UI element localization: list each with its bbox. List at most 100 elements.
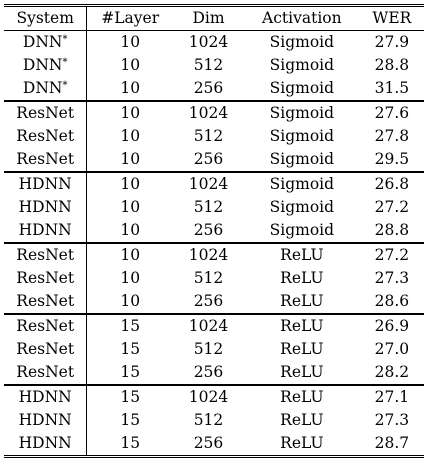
cell-system: HDNN — [4, 432, 88, 457]
cell-wer: 27.9 — [374, 33, 410, 51]
cell-system: DNN* — [4, 30, 88, 54]
system-name: ResNet — [16, 269, 75, 287]
system-name: ResNet — [16, 104, 75, 122]
cell-system: HDNN — [4, 219, 88, 243]
system-name: HDNN — [18, 221, 72, 239]
header-system: System — [4, 5, 88, 31]
cell-system: HDNN — [4, 171, 88, 196]
system-name: ResNet — [16, 150, 75, 168]
cell-activation: ReLU — [243, 313, 360, 338]
system-name: HDNN — [18, 175, 72, 193]
table-row: HDNN 15 1024 ReLU 27.1 — [4, 384, 424, 409]
table-row: DNN* 10 256 Sigmoid 31.5 — [4, 77, 424, 101]
cell-wer: 27.0 — [374, 340, 410, 358]
cell-system: DNN* — [4, 54, 88, 77]
cell-system: ResNet — [4, 125, 88, 148]
cell-layer: 15 — [86, 313, 174, 338]
results-table-container: System #Layer Dim Activation WER DNN* 10 1… — [4, 4, 424, 458]
cell-dim: 1024 — [173, 384, 244, 409]
cell-activation: ReLU — [280, 363, 324, 381]
cell-wer: 27.2 — [359, 242, 424, 267]
cell-activation: ReLU — [280, 269, 324, 287]
cell-dim: 512 — [193, 269, 224, 287]
cell-layer: 10 — [120, 198, 141, 216]
cell-layer: 15 — [86, 384, 174, 409]
cell-layer: 15 — [120, 363, 141, 381]
cell-activation: ReLU — [243, 384, 360, 409]
cell-layer: 10 — [120, 33, 141, 51]
cell-system: HDNN — [4, 409, 88, 432]
cell-wer: 28.6 — [374, 292, 410, 310]
cell-dim: 256 — [193, 79, 224, 97]
cell-system: ResNet — [4, 361, 88, 385]
cell-dim: 512 — [193, 56, 224, 74]
cell-activation: ReLU — [280, 434, 324, 452]
system-name: HDNN — [18, 411, 72, 429]
system-name: ResNet — [16, 340, 75, 358]
table-row: ResNet 10 1024 Sigmoid 27.6 — [4, 100, 424, 125]
cell-activation: ReLU — [280, 411, 324, 429]
cell-dim: 256 — [193, 292, 224, 310]
cell-layer: 10 — [86, 171, 174, 196]
cell-layer: 10 — [120, 56, 141, 74]
cell-activation: ReLU — [280, 340, 324, 358]
system-name: ResNet — [16, 246, 75, 264]
table-row: ResNet 10 256 Sigmoid 29.5 — [4, 148, 424, 172]
results-table: System #Layer Dim Activation WER DNN* 10 1… — [4, 4, 424, 458]
cell-dim: 256 — [193, 150, 224, 168]
cell-dim: 1024 — [173, 313, 244, 338]
cell-activation: Sigmoid — [269, 221, 335, 239]
table-row: ResNet 10 1024 ReLU 27.2 — [4, 242, 424, 267]
cell-wer: 28.7 — [374, 434, 410, 452]
table-row: ResNet 10 256 ReLU 28.6 — [4, 290, 424, 314]
cell-system: DNN* — [4, 77, 88, 101]
cell-system: ResNet — [4, 267, 88, 290]
cell-activation: Sigmoid — [269, 127, 335, 145]
cell-system: ResNet — [4, 290, 88, 314]
cell-dim: 1024 — [173, 100, 244, 125]
cell-wer: 27.6 — [359, 100, 424, 125]
cell-dim: 256 — [193, 434, 224, 452]
system-footnote-marker: * — [62, 80, 68, 91]
header-dim: Dim — [173, 5, 244, 31]
header-layer: #Layer — [86, 5, 174, 31]
system-name: ResNet — [16, 363, 75, 381]
cell-layer: 10 — [120, 127, 141, 145]
table-row: ResNet 10 512 ReLU 27.3 — [4, 267, 424, 290]
system-name: DNN — [22, 56, 63, 74]
cell-layer: 10 — [120, 79, 141, 97]
table-row: ResNet 10 512 Sigmoid 27.8 — [4, 125, 424, 148]
system-name: HDNN — [18, 434, 72, 452]
system-name: ResNet — [16, 292, 75, 310]
cell-dim: 1024 — [188, 33, 229, 51]
cell-system: HDNN — [4, 384, 88, 409]
system-footnote-marker: * — [62, 57, 68, 68]
table-row: HDNN 15 256 ReLU 28.7 — [4, 432, 424, 457]
system-name: DNN — [22, 79, 63, 97]
cell-system: HDNN — [4, 196, 88, 219]
table-row: HDNN 10 1024 Sigmoid 26.8 — [4, 171, 424, 196]
header-wer: WER — [359, 5, 424, 31]
cell-layer: 10 — [120, 150, 141, 168]
cell-wer: 29.5 — [374, 150, 410, 168]
cell-layer: 10 — [86, 242, 174, 267]
cell-wer: 27.1 — [359, 384, 424, 409]
table-row: ResNet 15 256 ReLU 28.2 — [4, 361, 424, 385]
cell-wer: 27.3 — [374, 411, 410, 429]
cell-activation: Sigmoid — [269, 33, 335, 51]
cell-dim: 512 — [193, 411, 224, 429]
table-header-row: System #Layer Dim Activation WER — [4, 5, 424, 31]
cell-activation: ReLU — [280, 292, 324, 310]
cell-dim: 256 — [193, 363, 224, 381]
cell-dim: 512 — [193, 340, 224, 358]
table-row: ResNet 15 512 ReLU 27.0 — [4, 338, 424, 361]
cell-layer: 15 — [120, 340, 141, 358]
cell-wer: 27.2 — [374, 198, 410, 216]
system-name: ResNet — [16, 127, 75, 145]
cell-wer: 28.2 — [374, 363, 410, 381]
header-activation: Activation — [243, 5, 360, 31]
cell-activation: Sigmoid — [243, 100, 360, 125]
table-row: DNN* 10 512 Sigmoid 28.8 — [4, 54, 424, 77]
cell-system: ResNet — [4, 313, 88, 338]
cell-system: ResNet — [4, 148, 88, 172]
